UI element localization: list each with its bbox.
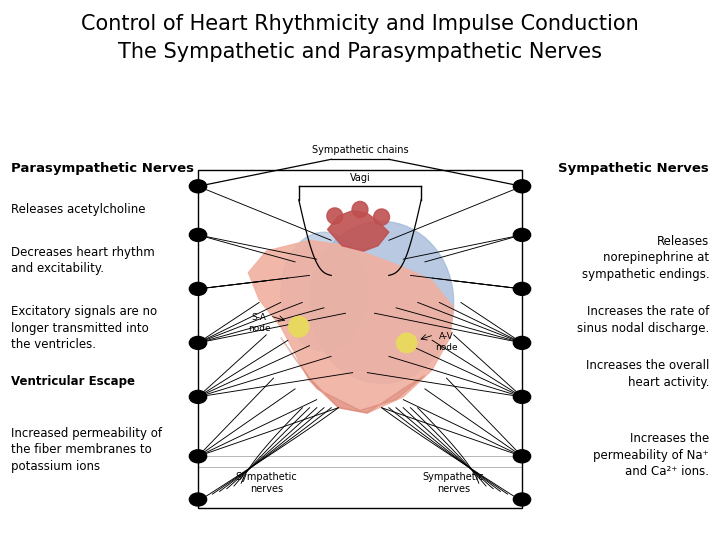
- Circle shape: [513, 450, 531, 463]
- Circle shape: [189, 282, 207, 295]
- Circle shape: [189, 180, 207, 193]
- Ellipse shape: [352, 201, 368, 218]
- Text: Control of Heart Rhythmicity and Impulse Conduction: Control of Heart Rhythmicity and Impulse…: [81, 14, 639, 33]
- Text: Sympathetic Nerves: Sympathetic Nerves: [559, 162, 709, 175]
- Text: Sympathetic
nerves: Sympathetic nerves: [235, 472, 297, 494]
- Text: Releases
norepinephrine at
sympathetic endings.: Releases norepinephrine at sympathetic e…: [582, 235, 709, 281]
- Text: Sympathetic
nerves: Sympathetic nerves: [423, 472, 485, 494]
- Text: S-A
node: S-A node: [248, 313, 271, 333]
- Circle shape: [189, 228, 207, 241]
- Ellipse shape: [310, 221, 454, 383]
- Circle shape: [513, 493, 531, 506]
- Circle shape: [513, 180, 531, 193]
- Text: Excitatory signals are no
longer transmitted into
the ventricles.: Excitatory signals are no longer transmi…: [11, 305, 157, 351]
- Circle shape: [189, 390, 207, 403]
- Circle shape: [513, 282, 531, 295]
- Text: Vagi: Vagi: [350, 173, 370, 183]
- Bar: [198, 170, 522, 508]
- Text: Increased permeability of
the fiber membranes to
potassium ions: Increased permeability of the fiber memb…: [11, 427, 162, 472]
- Text: Sympathetic chains: Sympathetic chains: [312, 145, 408, 155]
- Circle shape: [189, 450, 207, 463]
- Circle shape: [513, 228, 531, 241]
- Text: A-V
node: A-V node: [435, 332, 458, 352]
- Text: Releases acetylcholine: Releases acetylcholine: [11, 202, 145, 215]
- Circle shape: [513, 390, 531, 403]
- Polygon shape: [328, 211, 389, 251]
- Ellipse shape: [289, 316, 309, 337]
- Text: Parasympathetic Nerves: Parasympathetic Nerves: [11, 162, 194, 175]
- Text: Increases the overall
heart activity.: Increases the overall heart activity.: [586, 359, 709, 389]
- Ellipse shape: [327, 208, 343, 224]
- Text: Decreases heart rhythm
and excitability.: Decreases heart rhythm and excitability.: [11, 246, 155, 275]
- Polygon shape: [281, 338, 425, 413]
- Circle shape: [513, 336, 531, 349]
- Text: Ventricular Escape: Ventricular Escape: [11, 375, 135, 388]
- Text: The Sympathetic and Parasympathetic Nerves: The Sympathetic and Parasympathetic Nerv…: [118, 42, 602, 62]
- Text: Increases the rate of
sinus nodal discharge.: Increases the rate of sinus nodal discha…: [577, 305, 709, 335]
- Polygon shape: [248, 240, 454, 413]
- Ellipse shape: [374, 209, 390, 225]
- Ellipse shape: [281, 232, 367, 351]
- Circle shape: [189, 336, 207, 349]
- Ellipse shape: [397, 333, 417, 353]
- Circle shape: [189, 493, 207, 506]
- Text: Increases the
permeability of Na⁺
and Ca²⁺ ions.: Increases the permeability of Na⁺ and Ca…: [593, 432, 709, 478]
